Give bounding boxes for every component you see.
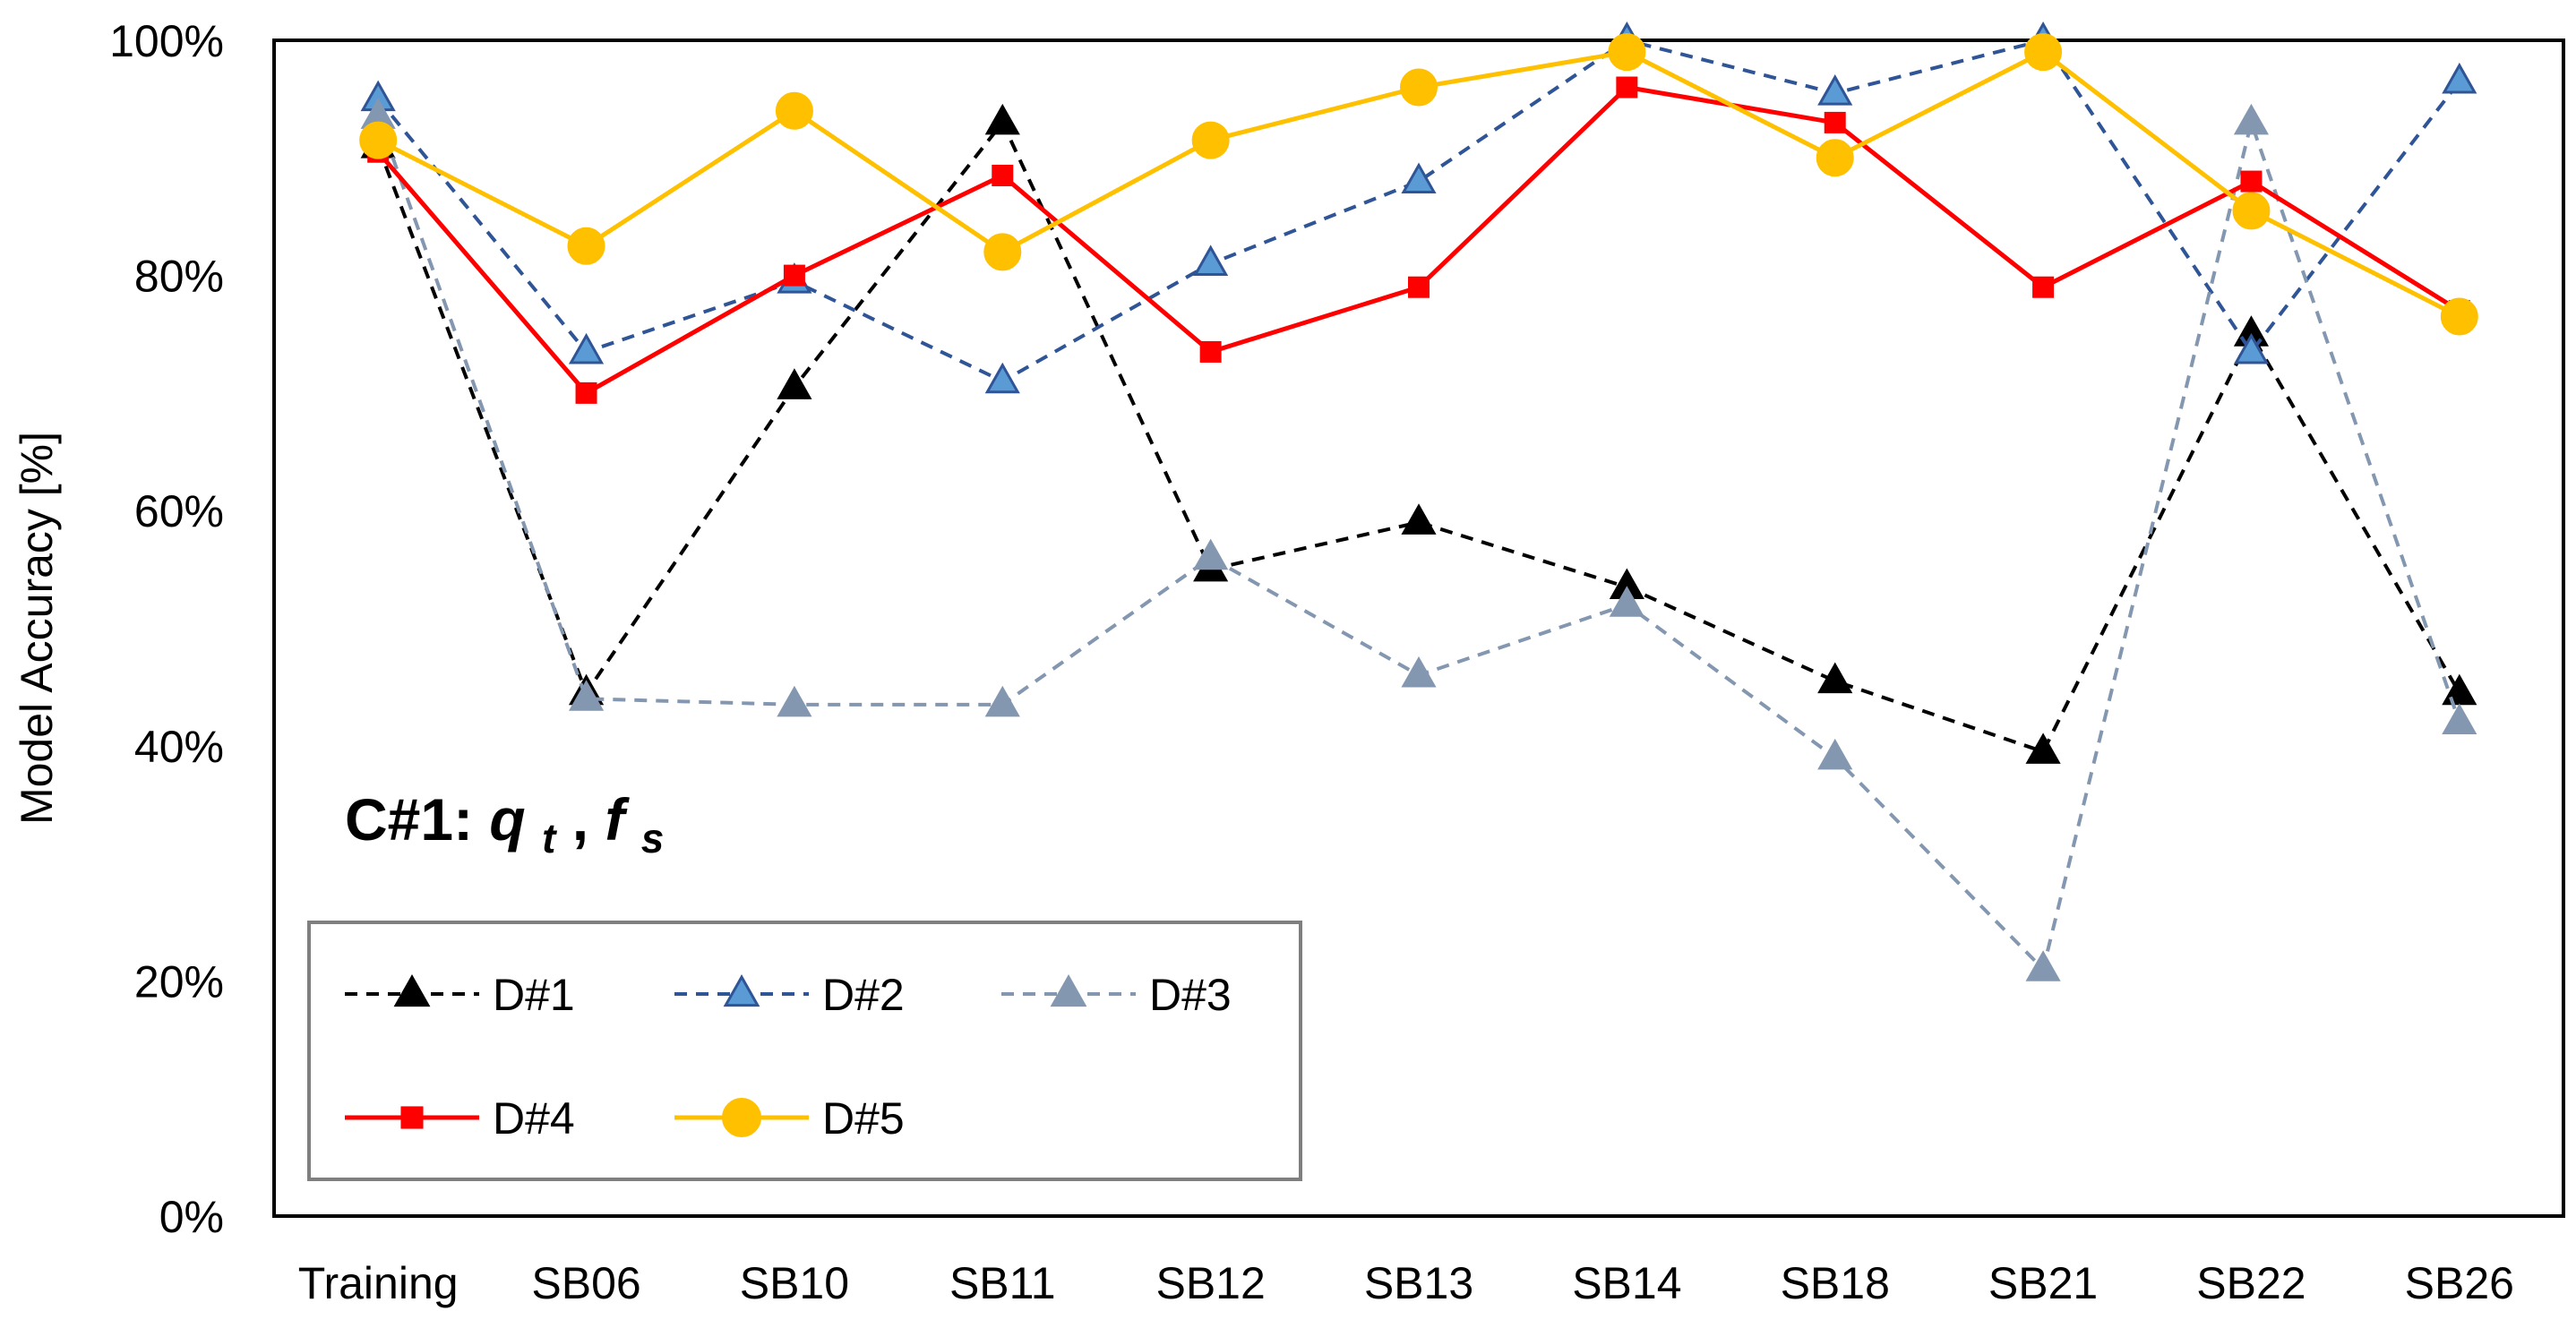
legend-label: D#3 — [1149, 970, 1232, 1020]
data-point-d4 — [2240, 170, 2263, 193]
y-tick-label: 80% — [134, 252, 224, 302]
legend-box — [307, 921, 1302, 1181]
data-point-d5 — [1191, 121, 1230, 159]
annotation-separator: , — [572, 786, 605, 852]
data-point-d5 — [1400, 68, 1438, 107]
x-tick-label: SB22 — [2196, 1258, 2306, 1308]
data-point-d4 — [2032, 276, 2055, 298]
data-point-d5 — [567, 227, 605, 265]
data-point-d1 — [1817, 662, 1853, 694]
legend-swatch-marker — [722, 1098, 761, 1137]
data-point-d5 — [2232, 192, 2271, 230]
data-point-d2 — [1401, 162, 1437, 194]
legend-item-d2: D#2 — [674, 970, 905, 1020]
data-point-d3 — [1401, 655, 1437, 688]
x-tick-label: SB21 — [1988, 1258, 2098, 1308]
y-tick-label: 60% — [134, 486, 224, 536]
x-tick-label: SB10 — [740, 1258, 849, 1308]
series-d5 — [359, 33, 2478, 336]
x-tick-label: SB26 — [2405, 1258, 2514, 1308]
x-tick-label: SB13 — [1364, 1258, 1473, 1308]
data-point-d3 — [2233, 103, 2270, 135]
legend-item-d1: D#1 — [345, 970, 575, 1020]
data-point-d5 — [1608, 33, 1646, 72]
data-point-d1 — [2025, 733, 2061, 764]
data-point-d3 — [984, 685, 1020, 717]
data-point-d4 — [1408, 276, 1430, 298]
annotation-var1-subscript: t — [542, 815, 557, 861]
data-point-d1 — [777, 368, 812, 399]
x-tick-label: SB06 — [531, 1258, 640, 1308]
annotation-var2: f — [605, 786, 630, 852]
x-axis-ticks: Training SB06 SB10 SB11 SB12 SB13 SB14 SB18 SB21… — [298, 1258, 2514, 1308]
legend-item-d4: D#4 — [345, 1093, 575, 1144]
legend-swatch-marker — [393, 974, 431, 1007]
data-point-d4 — [575, 381, 597, 404]
data-point-d1 — [1401, 503, 1437, 535]
x-tick-label: SB18 — [1781, 1258, 1890, 1308]
annotation-var2-subscript: s — [641, 815, 665, 861]
series-line-d1 — [376, 120, 2461, 754]
legend-label: D#2 — [822, 970, 905, 1020]
series-line-d2 — [376, 39, 2461, 383]
data-point-d3 — [2025, 950, 2061, 981]
x-tick-label: SB11 — [949, 1258, 1056, 1308]
legend-swatch-marker — [723, 974, 760, 1007]
legend-label: D#5 — [822, 1093, 905, 1144]
data-point-d3 — [1609, 586, 1644, 617]
data-point-d5 — [775, 91, 813, 130]
data-point-d2 — [1817, 74, 1853, 106]
x-tick-label: SB14 — [1572, 1258, 1681, 1308]
data-point-d2 — [568, 332, 605, 364]
y-tick-label: 100% — [109, 16, 224, 66]
y-tick-label: 20% — [134, 956, 224, 1007]
y-tick-label: 0% — [159, 1192, 224, 1242]
data-point-d4 — [783, 264, 805, 287]
legend-item-d5: D#5 — [674, 1093, 905, 1144]
data-point-d2 — [2233, 332, 2270, 364]
legend-item-d3: D#3 — [1001, 970, 1232, 1020]
data-point-d3 — [568, 680, 605, 711]
y-axis-label: Model Accuracy [%] — [12, 432, 62, 825]
x-tick-label: SB12 — [1155, 1258, 1265, 1308]
x-tick-label: Training — [298, 1258, 459, 1308]
data-point-d3 — [1817, 738, 1853, 770]
data-point-d1 — [984, 103, 1020, 135]
series-d3 — [360, 98, 2477, 981]
annotation-prefix: C#1: — [345, 786, 489, 852]
annotation-var1: q — [489, 786, 525, 852]
data-point-d4 — [1199, 340, 1222, 363]
series-layer — [359, 21, 2478, 981]
y-tick-label: 40% — [134, 722, 224, 772]
data-point-d4 — [992, 164, 1014, 186]
legend: D#1 D#2 D#3 D#4 D#5 — [307, 921, 1302, 1181]
y-axis-ticks: 0% 20% 40% 60% 80% 100% — [109, 16, 224, 1242]
data-point-d2 — [1193, 244, 1229, 276]
data-point-d5 — [1816, 139, 1854, 177]
data-point-d3 — [2442, 703, 2477, 735]
data-point-d3 — [1193, 538, 1229, 570]
data-point-d4 — [1616, 76, 1638, 99]
data-point-d2 — [984, 362, 1020, 394]
legend-label: D#4 — [493, 1093, 575, 1144]
legend-swatch-marker — [400, 1106, 424, 1129]
chart-annotation: C#1: q t , f s — [345, 786, 664, 865]
data-point-d3 — [777, 685, 812, 717]
data-point-d4 — [1824, 111, 1846, 133]
plot-area-frame — [272, 39, 2565, 1218]
data-point-d5 — [359, 121, 398, 159]
data-point-d2 — [2442, 62, 2477, 94]
series-d4 — [367, 76, 2470, 404]
legend-label: D#1 — [493, 970, 575, 1020]
data-point-d5 — [2440, 297, 2478, 336]
data-point-d5 — [2024, 33, 2063, 72]
legend-swatch-marker — [1050, 974, 1087, 1007]
data-point-d5 — [983, 233, 1022, 271]
